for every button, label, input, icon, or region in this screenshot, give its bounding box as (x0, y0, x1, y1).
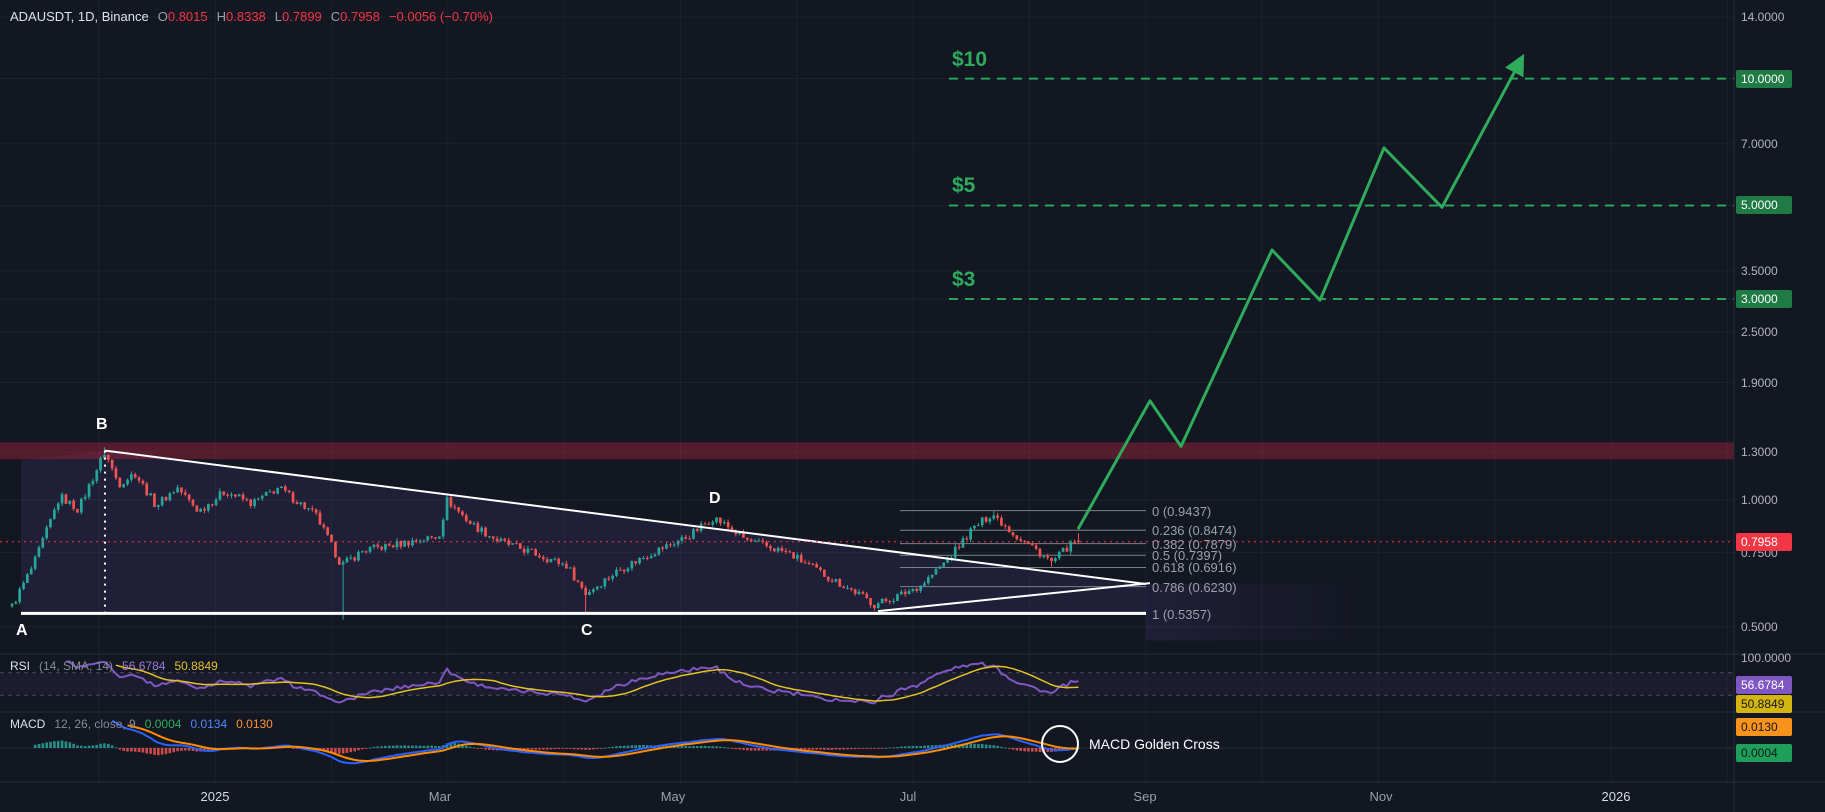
time-tick-label: 2025 (200, 789, 230, 804)
macd-hist-value: 0.0004 (144, 717, 182, 731)
pattern-point-label: A (16, 622, 28, 639)
price-tick-label: 2.5000 (1741, 325, 1778, 339)
time-tick-label: Nov (1369, 789, 1393, 804)
macd-golden-cross-label: MACD Golden Cross (1089, 736, 1220, 752)
price-target-badge: 10.0000 (1736, 70, 1792, 88)
resistance-band[interactable] (0, 442, 1734, 460)
rsi-params: (14, SMA, 14) (39, 659, 114, 673)
rsi-scale-top-label: 100.0000 (1741, 651, 1792, 665)
symbol-title[interactable]: ADAUSDT, 1D, Binance (10, 9, 149, 24)
fib-level-label: 0.382 (0.7879) (1152, 537, 1237, 552)
price-tick-label: 1.3000 (1741, 445, 1778, 459)
rsi-pane-layer[interactable] (0, 660, 1734, 705)
macd-pane-layer[interactable] (0, 719, 1734, 765)
time-tick-label: May (660, 789, 686, 804)
price-target-label[interactable]: $5 (952, 174, 976, 197)
price-target-label[interactable]: $10 (952, 48, 988, 71)
macd-line-value: 0.0134 (190, 717, 228, 731)
pattern-fill-layer (21, 450, 1356, 641)
price-tick-label: 7.0000 (1741, 137, 1778, 151)
time-tick-label: Jul (899, 789, 917, 804)
macd-hist-badge: 0.0004 (1736, 744, 1792, 762)
time-tick-label: Mar (428, 789, 452, 804)
price-target-badge: 3.0000 (1736, 290, 1792, 308)
macd-legend[interactable]: MACD 12, 26, close, 9 0.0004 0.0134 0.01… (10, 717, 273, 731)
ohlc-low: L0.7899 (274, 9, 322, 24)
price-tick-label: 1.9000 (1741, 376, 1778, 390)
pattern-point-label: D (709, 490, 721, 507)
rsi-title[interactable]: RSI (10, 659, 31, 673)
fib-level-label: 0.236 (0.8474) (1152, 523, 1237, 538)
macd-title[interactable]: MACD (10, 717, 46, 731)
fib-level-label: 1 (0.5357) (1152, 607, 1212, 622)
pattern-point-label: C (581, 622, 593, 639)
macd-params: 12, 26, close, 9 (54, 717, 136, 731)
macd-signal-badge: 0.0130 (1736, 718, 1792, 736)
change-value: −0.0056 (−0.70%) (388, 9, 494, 24)
rsi-sma-badge: 50.8849 (1736, 695, 1792, 713)
macd-signal-value: 0.0130 (236, 717, 273, 731)
time-tick-label: Sep (1133, 789, 1157, 804)
fib-level-label: 0.786 (0.6230) (1152, 580, 1237, 595)
rsi-value-badge: 56.6784 (1736, 676, 1792, 694)
price-tick-label: 14.0000 (1741, 10, 1785, 24)
price-tick-label: 3.5000 (1741, 264, 1778, 278)
price-target-label[interactable]: $3 (952, 268, 976, 291)
rsi-sma-value: 50.8849 (174, 659, 218, 673)
time-tick-label: 2026 (1601, 789, 1631, 804)
annotation-circle-layer (1041, 725, 1079, 763)
grid-layer (0, 0, 1734, 782)
rsi-legend[interactable]: RSI (14, SMA, 14) 56.6784 50.8849 (10, 659, 218, 673)
fib-level-label: 0.618 (0.6916) (1152, 560, 1237, 575)
target-lines-layer[interactable] (949, 77, 1734, 300)
projection-arrow-layer[interactable] (1076, 53, 1525, 530)
trendlines-layer[interactable] (21, 449, 1151, 615)
price-tick-label: 1.0000 (1741, 493, 1778, 507)
symbol-legend[interactable]: ADAUSDT, 1D, Binance O0.8015 H0.8338 L0.… (10, 9, 493, 24)
ohlc-high: H0.8338 (216, 9, 266, 24)
price-target-badge: 5.0000 (1736, 196, 1792, 214)
ohlc-open: O0.8015 (157, 9, 208, 24)
ohlc-close: C0.7958 (330, 9, 380, 24)
current-price-badge: 0.7958 (1736, 533, 1792, 551)
fib-level-label: 0.5 (0.7397) (1152, 548, 1223, 563)
rsi-value: 56.6784 (122, 659, 166, 673)
pattern-point-label: B (96, 416, 108, 433)
price-tick-label: 0.5000 (1741, 620, 1778, 634)
fib-level-label: 0 (0.9437) (1152, 504, 1212, 519)
